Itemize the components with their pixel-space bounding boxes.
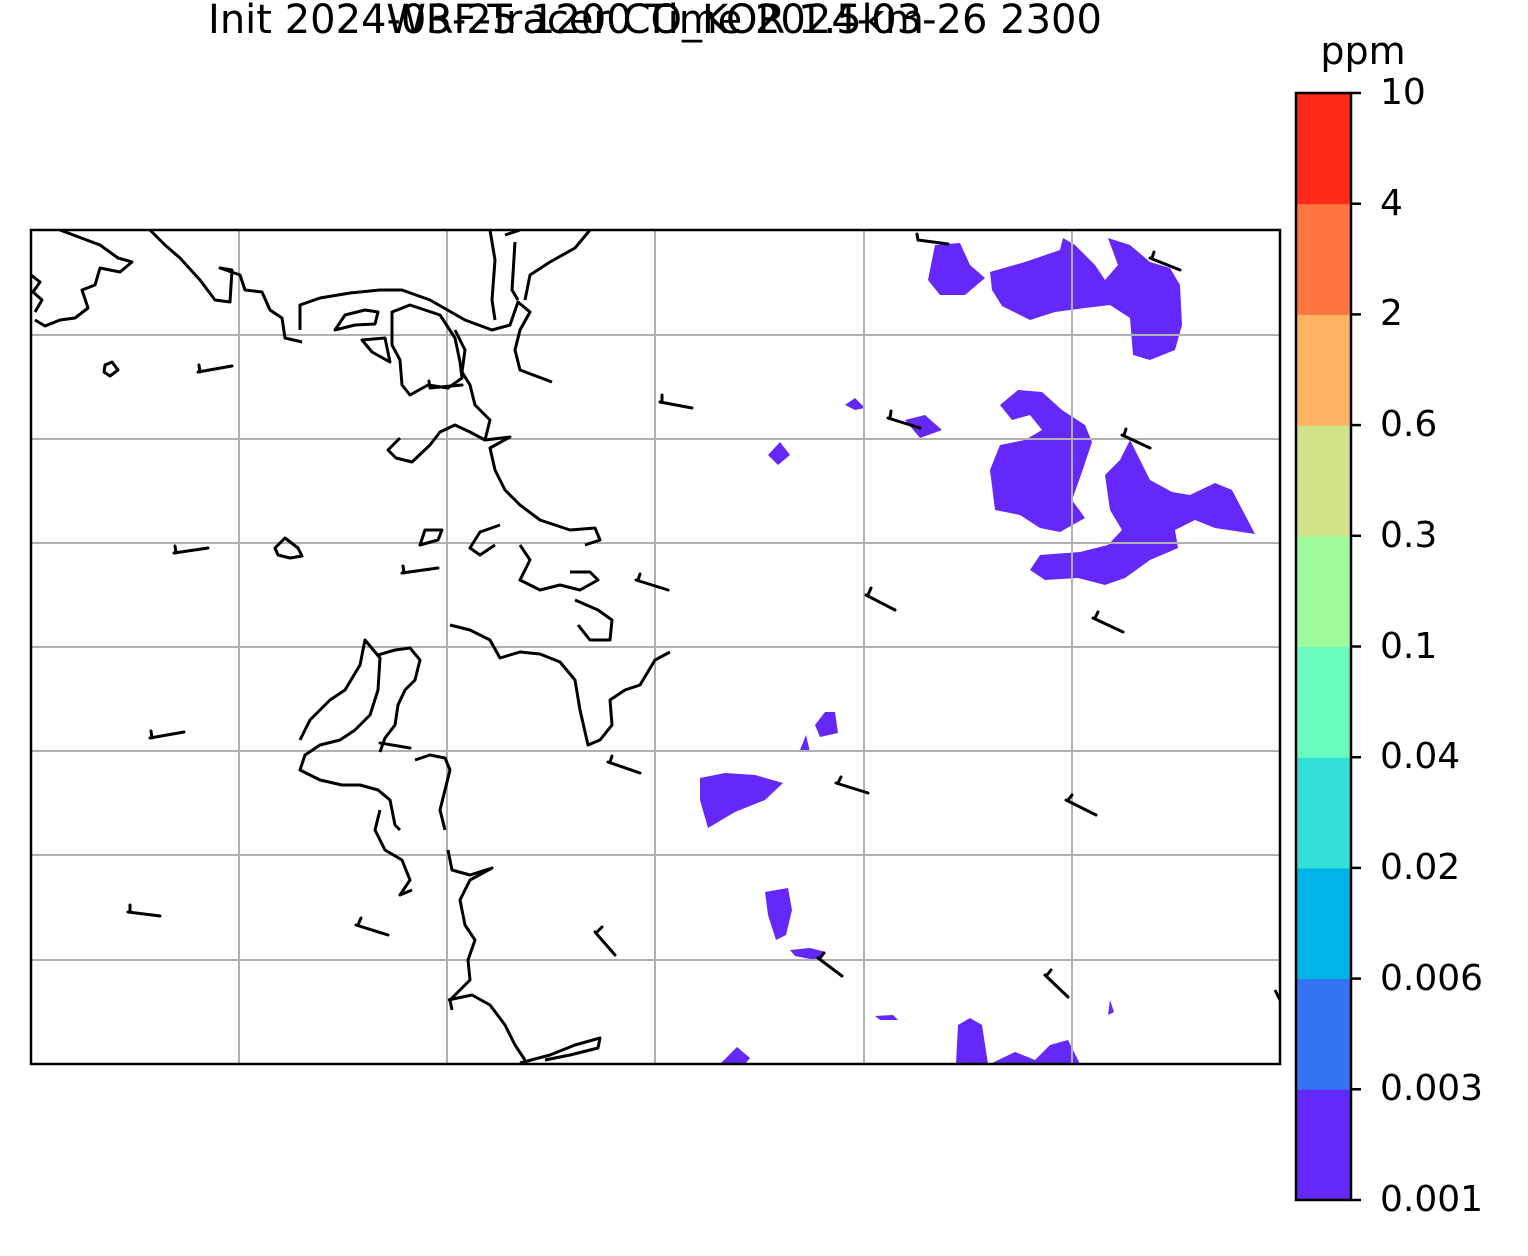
colorbar-segment [1296, 203, 1351, 315]
colorbar-tick-label: 0.006 [1380, 957, 1484, 999]
colorbar-segment [1296, 93, 1351, 205]
tracer-shading [700, 238, 1255, 1064]
tracer-patch-s [765, 888, 792, 940]
colorbar-tick-label: 0.001 [1380, 1179, 1484, 1220]
tracer-patch-small-1 [845, 398, 865, 410]
map-gridlines [31, 230, 1280, 1064]
colorbar-segment [1296, 1089, 1351, 1201]
colorbar-segment [1296, 867, 1351, 980]
coastline [31, 230, 1280, 1064]
tracer-patch-ne-2 [990, 238, 1182, 360]
colorbar-segment [1296, 425, 1351, 537]
tracer-patch-s-3 [875, 1015, 898, 1020]
map-title-line-1: WRF-Tracer CO_KOR 1.5km [386, 0, 924, 43]
tracer-patch-c-2 [800, 735, 810, 752]
colorbar-tick-label: 0.1 [1380, 625, 1438, 667]
colorbar-tick-label: 4 [1380, 182, 1403, 224]
colorbar-tick-label: 0.04 [1380, 736, 1461, 778]
map-title-line-2: Init 2024-03-25 1200 Time 2024-03-26 230… [208, 0, 1102, 43]
map-frame [29, 228, 1282, 1066]
tracer-patch-sw [700, 773, 783, 828]
colorbar-segment [1296, 757, 1351, 869]
tracer-patch-dot [1108, 1000, 1114, 1015]
tracer-patch-se-2 [990, 1040, 1080, 1064]
colorbar [1294, 91, 1361, 1202]
tracer-patch-small-3 [768, 442, 790, 465]
colorbar-tick-label: 2 [1380, 293, 1403, 335]
tracer-patch-small-2 [905, 415, 942, 438]
tracer-patch-bottom [720, 1047, 750, 1064]
colorbar-segment [1296, 314, 1351, 426]
colorbar-tick-label: 0.6 [1380, 404, 1438, 446]
tracer-patch-e [990, 390, 1092, 532]
colorbar-segment [1296, 535, 1351, 647]
colorbar-tick-label: 10 [1380, 72, 1426, 113]
tracer-patch-se [956, 1018, 988, 1064]
colorbar-tick-label: 0.02 [1380, 846, 1461, 888]
colorbar-tick-label: 0.3 [1380, 514, 1438, 556]
colorbar-segment [1296, 646, 1351, 758]
colorbar-unit-label: ppm [1320, 29, 1406, 73]
tracer-patch-e-2 [1030, 440, 1255, 585]
tracer-patch-c [815, 712, 838, 737]
tracer-patch-ne [928, 243, 985, 295]
wind-barbs [126, 232, 1182, 999]
colorbar-tick-label: 0.003 [1380, 1068, 1484, 1110]
colorbar-segment [1296, 978, 1351, 1090]
